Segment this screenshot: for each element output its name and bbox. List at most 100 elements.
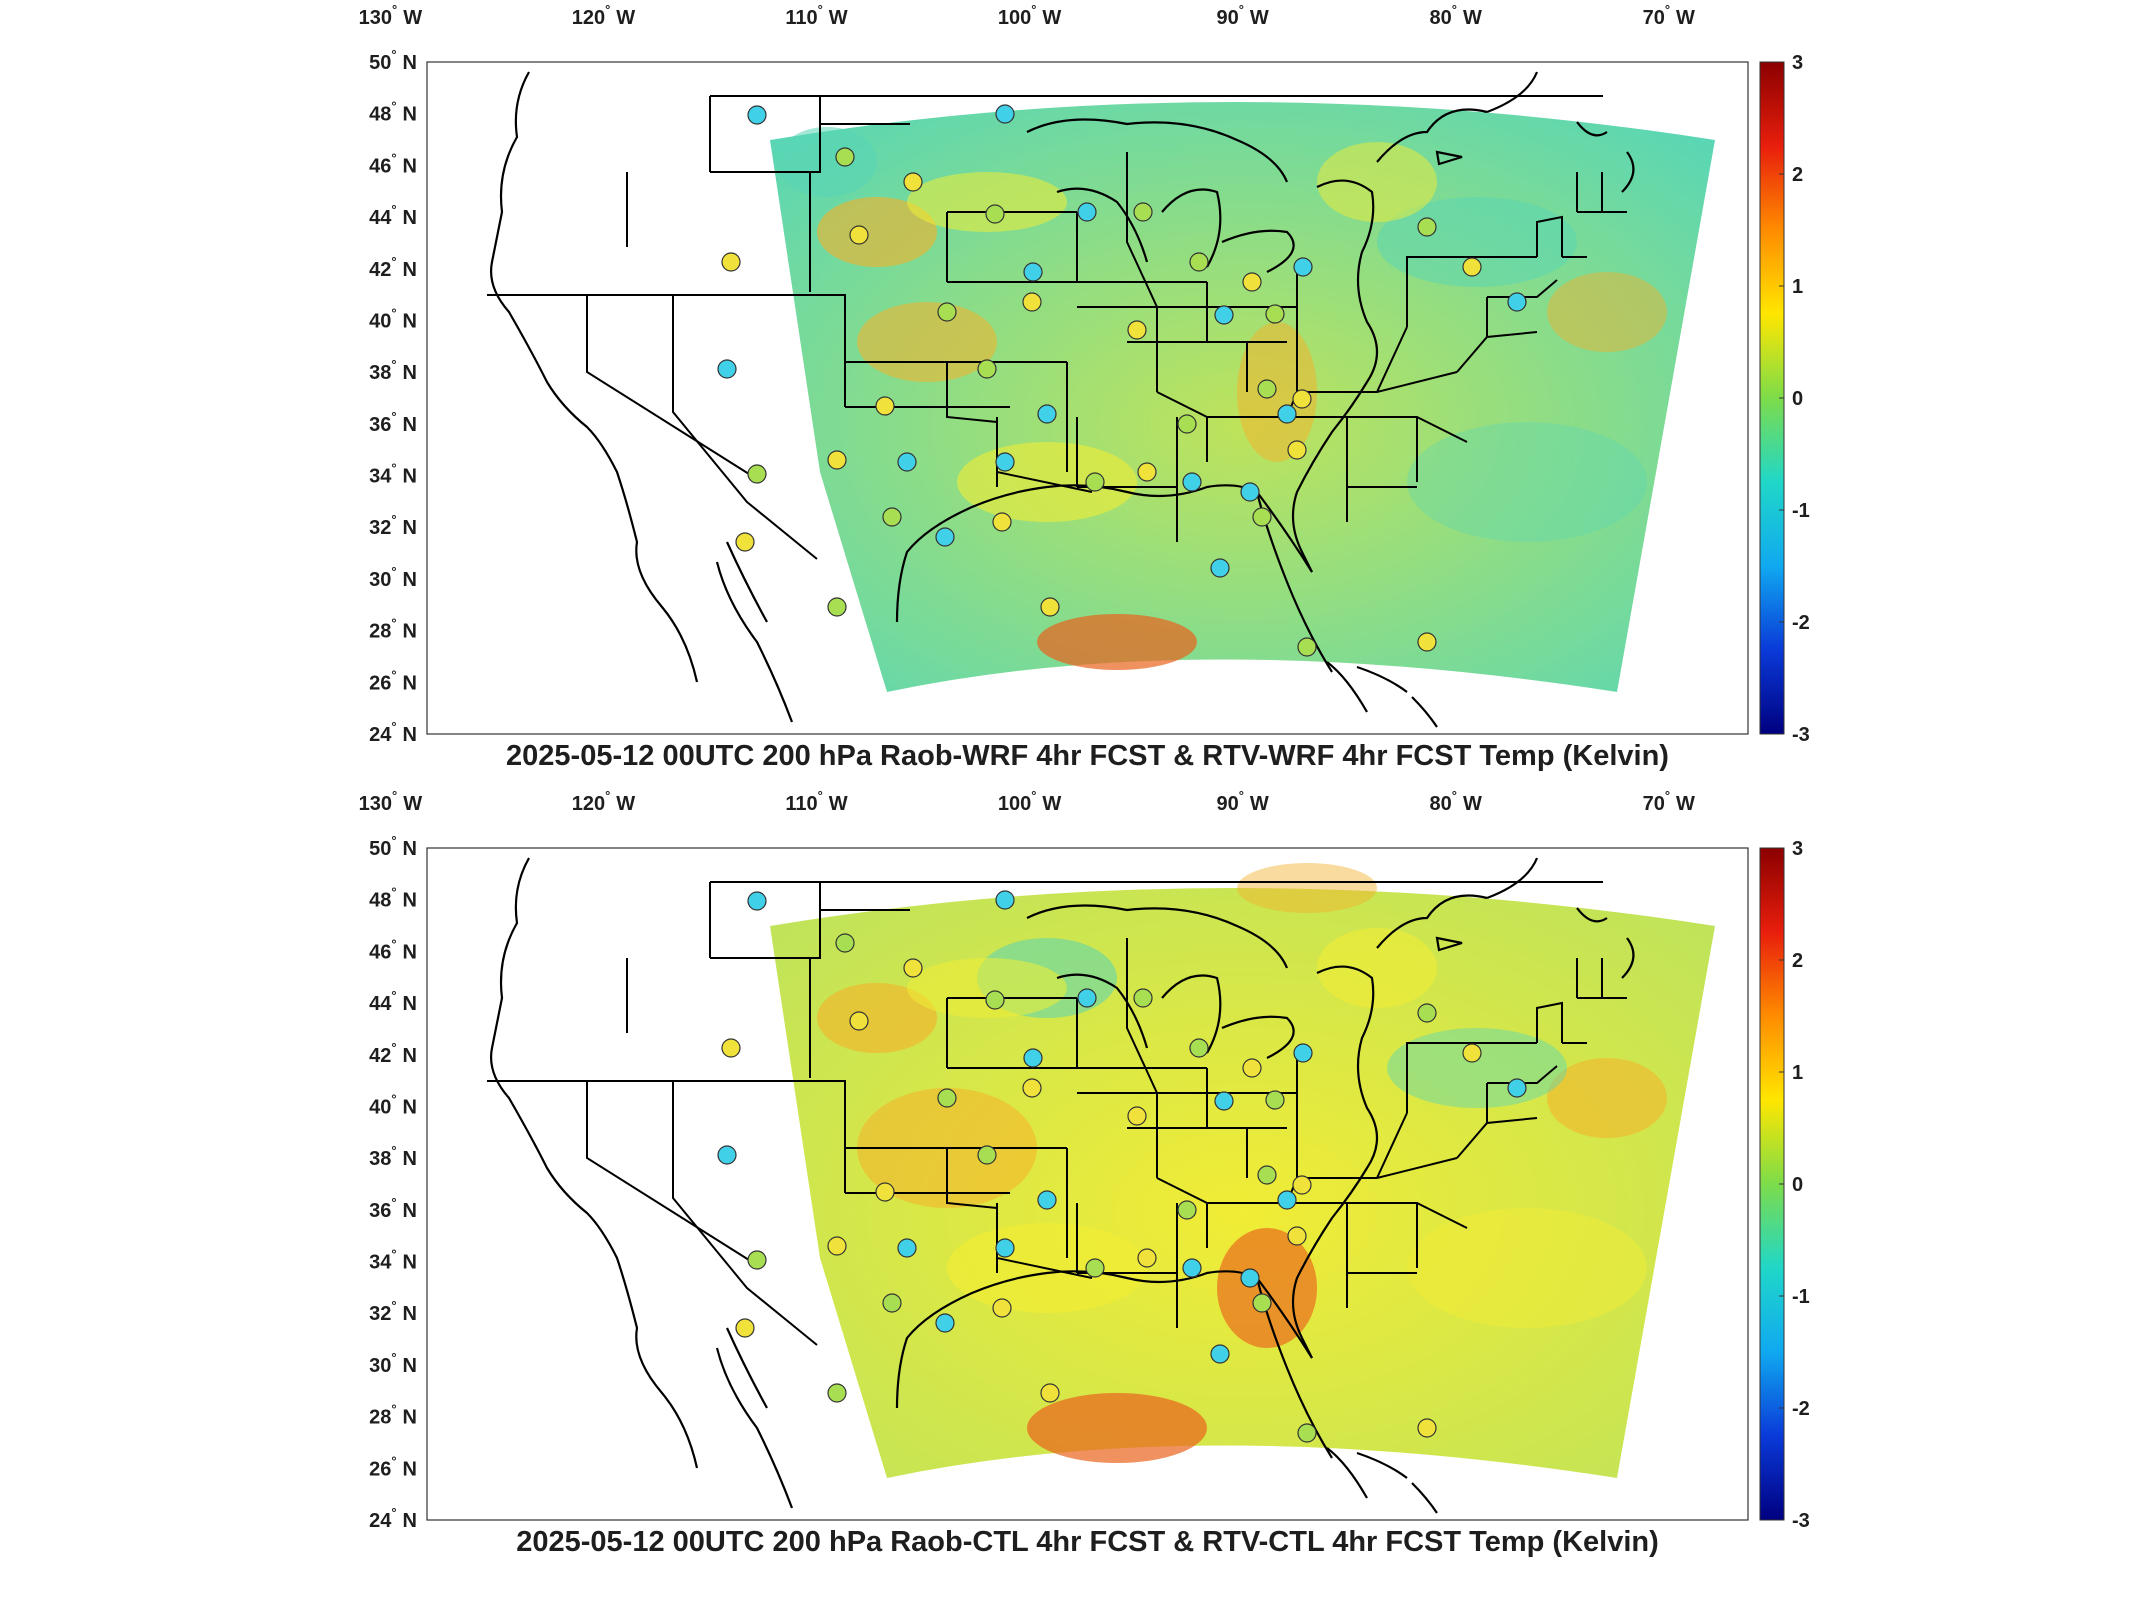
coastline-4 [1056, 973, 1149, 1049]
raob-station-marker [1252, 1293, 1272, 1313]
lat-label-hemisphere: N [403, 672, 417, 694]
raob-station-marker [1240, 482, 1260, 502]
lon-label-hemisphere: W [1042, 793, 1061, 815]
colorbar-label: 2 [1792, 164, 1803, 186]
lat-label-hemisphere: N [403, 890, 417, 912]
raob-station-marker [995, 452, 1015, 472]
lat-label: 36° N [369, 1195, 417, 1222]
field-anomaly-0 [817, 983, 937, 1053]
coastline-14 [1576, 907, 1608, 923]
degree-symbol: ° [391, 202, 396, 217]
degree-symbol: ° [1665, 788, 1670, 803]
raob-station-marker [1242, 272, 1262, 292]
field-anomaly-7 [1407, 422, 1647, 542]
lat-label-number: 28 [369, 621, 391, 643]
map-frame [426, 61, 1749, 735]
coastline-6 [1221, 1015, 1295, 1059]
coastline-3 [1026, 904, 1289, 969]
degree-symbol: ° [391, 150, 396, 165]
lon-label-hemisphere: W [1676, 793, 1695, 815]
degree-symbol: ° [1452, 788, 1457, 803]
lat-label-number: 48 [369, 890, 391, 912]
lon-label: 120° W [572, 2, 636, 29]
raob-station-marker [1085, 1258, 1105, 1278]
colorbar-label: 1 [1792, 1062, 1803, 1084]
raob-station-marker [849, 1011, 869, 1031]
raob-station-marker [1022, 1078, 1042, 1098]
lat-label: 50° N [369, 47, 417, 74]
degree-symbol: ° [391, 616, 396, 631]
lat-label: 28° N [369, 616, 417, 643]
lat-label-number: 32 [369, 1303, 391, 1325]
lat-label-hemisphere: N [403, 1407, 417, 1429]
lat-label-hemisphere: N [403, 1200, 417, 1222]
lon-label: 100° W [998, 2, 1062, 29]
lat-label: 32° N [369, 1298, 417, 1325]
raob-station-marker [1214, 305, 1234, 325]
lon-label-number: 120 [572, 7, 605, 29]
lat-label: 38° N [369, 357, 417, 384]
lat-label-number: 38 [369, 1148, 391, 1170]
coastline-16 [1356, 1451, 1408, 1479]
lat-label: 32° N [369, 512, 417, 539]
raob-station-marker [747, 891, 767, 911]
raob-station-marker [985, 204, 1005, 224]
coastline-17 [1411, 1482, 1438, 1514]
raob-station-marker [1037, 1190, 1057, 1210]
lat-label-hemisphere: N [403, 155, 417, 177]
degree-symbol: ° [605, 788, 610, 803]
lat-label-number: 42 [369, 1045, 391, 1067]
colorbar-label: 0 [1792, 388, 1803, 410]
raob-station-marker [1210, 558, 1230, 578]
state-borders [487, 95, 1627, 560]
colorbar-label: 1 [1792, 276, 1803, 298]
map-area [427, 848, 1748, 1520]
degree-symbol: ° [391, 461, 396, 476]
state-border-13 [946, 362, 998, 423]
coastline-16 [1356, 665, 1408, 693]
latitude-labels: 50° N48° N46° N44° N42° N40° N38° N36° N34° N32° N… [369, 47, 417, 746]
raob-station-marker [1287, 1226, 1307, 1246]
lat-label-number: 30 [369, 569, 391, 591]
state-border-11 [672, 295, 818, 560]
field-anomaly-9 [907, 172, 1067, 232]
lat-label-hemisphere: N [403, 517, 417, 539]
degree-symbol: ° [818, 2, 823, 17]
lon-label: 90° W [1216, 788, 1268, 815]
field-anomaly-9 [907, 958, 1067, 1018]
degree-symbol: ° [391, 1298, 396, 1313]
raob-station-marker [1277, 404, 1297, 424]
raob-station-marker [1240, 1268, 1260, 1288]
coastline-5 [1161, 188, 1222, 268]
raob-station-marker [897, 452, 917, 472]
lat-label-hemisphere: N [403, 207, 417, 229]
raob-station-marker [1189, 1038, 1209, 1058]
raob-station-marker [721, 252, 741, 272]
lat-label-number: 50 [369, 52, 391, 74]
lat-label-hemisphere: N [403, 259, 417, 281]
lon-label: 110° W [785, 788, 847, 815]
coastline-15 [1621, 151, 1635, 193]
coastline-0 [490, 857, 699, 1469]
degree-symbol: ° [1239, 2, 1244, 17]
raob-station-marker [995, 1238, 1015, 1258]
lat-label-number: 36 [369, 414, 391, 436]
map-frame [426, 847, 1749, 1521]
degree-symbol: ° [391, 1195, 396, 1210]
coastline-1 [715, 1347, 794, 1509]
degree-symbol: ° [391, 564, 396, 579]
raob-station-marker [849, 225, 869, 245]
lat-label-hemisphere: N [403, 310, 417, 332]
raob-station-marker [992, 1298, 1012, 1318]
lon-label-hemisphere: W [1463, 7, 1482, 29]
raob-station-marker [1177, 414, 1197, 434]
latitude-labels: 50° N48° N46° N44° N42° N40° N38° N36° N34° N32° N… [369, 833, 417, 1532]
lat-label-hemisphere: N [403, 993, 417, 1015]
map-panel-bottom: 130° W 120° W 110° W 100° W 90° W 80° W 70° W50° N48° N… [359, 788, 1810, 1558]
degree-symbol: ° [1665, 2, 1670, 17]
raob-station-marker [1023, 262, 1043, 282]
lat-label-number: 46 [369, 941, 391, 963]
lat-label-number: 34 [369, 466, 392, 488]
degree-symbol: ° [391, 1040, 396, 1055]
degree-symbol: ° [391, 1143, 396, 1158]
